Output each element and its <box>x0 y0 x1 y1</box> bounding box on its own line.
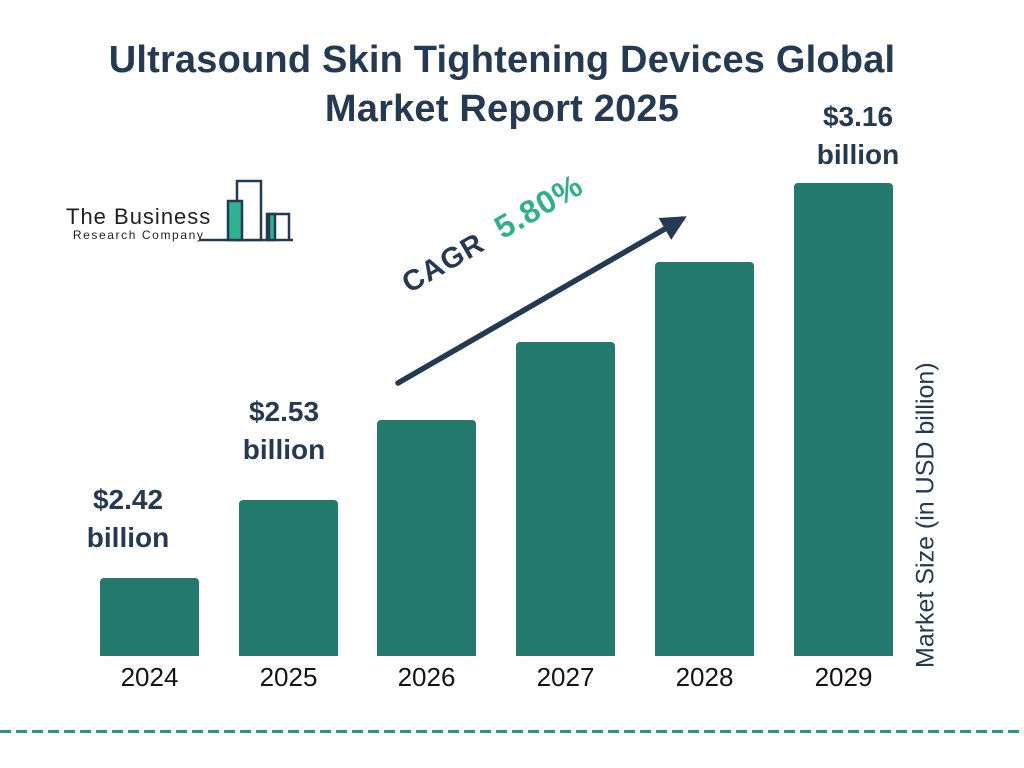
cagr-annotation: CAGR 5.80% <box>395 167 590 301</box>
x-tick-2027: 2027 <box>536 662 595 692</box>
cagr-label: CAGR <box>396 227 491 300</box>
x-tick-2029: 2029 <box>814 662 873 692</box>
cagr-value: 5.80% <box>488 166 590 246</box>
company-logo: The Business Research Company <box>66 178 297 244</box>
value-label-2024: $2.42 billion <box>86 484 170 553</box>
bar-chart-logo-icon <box>199 179 294 242</box>
logo-text-secondary: Research Company <box>72 227 205 242</box>
x-tick-2028: 2028 <box>675 662 734 692</box>
x-tick-2024: 2024 <box>120 662 179 692</box>
chart-title-line-1: Ultrasound Skin Tightening Devices Globa… <box>108 39 896 81</box>
bar-2026 <box>377 420 476 656</box>
chart-title-line-2: Market Report 2025 <box>324 87 680 130</box>
x-tick-2025: 2025 <box>259 662 318 692</box>
x-tick-2026: 2026 <box>397 662 456 692</box>
bar-2027 <box>516 342 615 656</box>
bar-2025 <box>239 500 338 656</box>
value-label-2025: $2.53 billion <box>242 396 326 465</box>
y-axis-label: Market Size (in USD billion) <box>911 362 940 668</box>
bar-2024 <box>100 578 199 656</box>
bottom-dashed-divider <box>0 730 1024 733</box>
bar-2029 <box>794 183 893 656</box>
value-label-2029: $3.16 billion <box>816 101 900 170</box>
logo-text: The Business Research Company <box>66 203 212 242</box>
chart-title: Ultrasound Skin Tightening Devices Globa… <box>92 36 912 133</box>
logo-text-primary: The Business <box>66 203 212 229</box>
bar-2028 <box>655 262 754 656</box>
